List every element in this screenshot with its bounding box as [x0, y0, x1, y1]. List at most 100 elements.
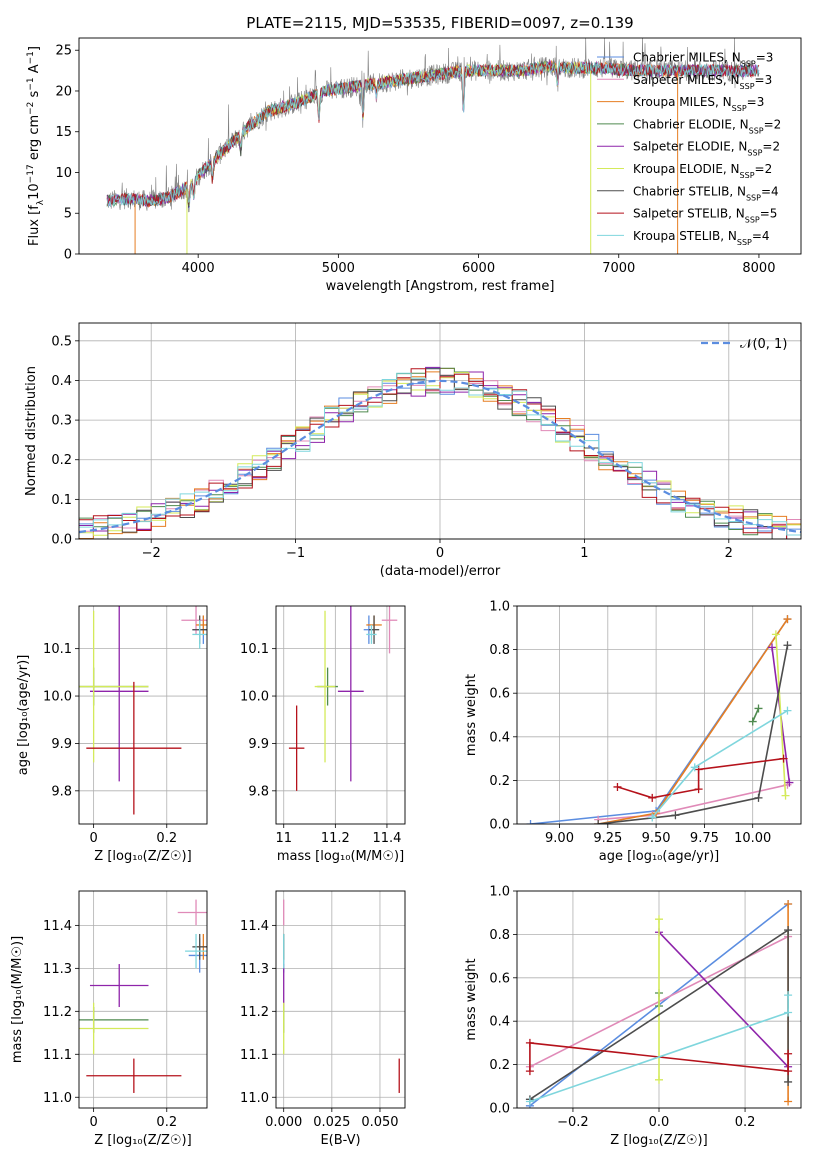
mass-weight-marker — [526, 820, 535, 824]
legend-label: Chabrier MILES, NSSP=3 — [633, 51, 773, 69]
mass-weight-marker — [768, 643, 777, 652]
mass-weight-marker — [655, 1075, 663, 1084]
data-point-kroupa_elodie — [314, 610, 336, 763]
legend-label: Kroupa STELIB, NSSP=4 — [633, 229, 770, 247]
mass-weight-marker — [754, 704, 763, 713]
axes-frame — [78, 37, 802, 255]
mass-weight-marker — [783, 615, 792, 624]
mass-weight-marker — [525, 1038, 534, 1047]
x-axis-label: Z [log₁₀(Z/Z☉)] — [94, 1133, 191, 1148]
axes-frame — [516, 605, 802, 825]
x-axis-label: Z [log₁₀(Z/Z☉)] — [94, 849, 191, 864]
y-tick-label: 11.1 — [240, 1048, 269, 1063]
axes-frame — [78, 890, 208, 1109]
mass-weight-marker — [771, 630, 780, 639]
y-tick-label: 0.2 — [489, 774, 510, 789]
y-tick-label: 1.0 — [489, 600, 510, 615]
mass-weight-line-salpeter_elodie — [658, 931, 789, 1068]
y-tick-label: 9.9 — [51, 737, 72, 752]
y-tick-label: 0.5 — [51, 334, 72, 349]
mass-weight-vs-metallicity-panel: −0.2 0.0 0.2 0.0 0.2 0.4 0.6 0.8 1.0 Z [log₁₀(Z/Z… — [464, 885, 802, 1148]
y-tick-label: 11.2 — [43, 1005, 72, 1020]
residual-histogram-7 — [79, 368, 801, 539]
x-tick-label: 9.75 — [690, 831, 719, 846]
y-tick-label: 9.8 — [51, 784, 72, 799]
y-axis-label: mass weight — [464, 958, 479, 1040]
plot-area — [79, 899, 207, 1093]
y-tick-label: 0.2 — [489, 1058, 510, 1073]
y-tick-label: 0.6 — [489, 971, 510, 986]
legend-label: Salpeter ELODIE, NSSP=2 — [633, 140, 780, 158]
data-point-chabrier_stelib — [192, 933, 207, 960]
y-tick-label: 15 — [55, 125, 72, 140]
x-tick-label: 8000 — [742, 261, 775, 276]
legend-label: Kroupa ELODIE, NSSP=2 — [633, 162, 772, 180]
residual-histogram-4 — [79, 366, 801, 539]
mass-weight-marker — [525, 1067, 534, 1076]
y-tick-label: 11.3 — [240, 962, 269, 977]
plot-area — [526, 615, 794, 824]
mass-weight-line-chabrier_stelib — [598, 645, 789, 824]
y-tick-label: 0.1 — [51, 493, 72, 508]
data-point-salpeter_elodie — [337, 606, 364, 782]
mass-weight-vs-age-panel: 9.00 9.25 9.50 9.75 10.00 0.0 0.2 0.4 0.6 0.8 1.0 a… — [464, 600, 802, 864]
x-tick-label: −0.2 — [557, 1115, 589, 1130]
data-point-chabrier_stelib — [368, 615, 380, 644]
x-tick-label: 9.00 — [545, 831, 574, 846]
y-tick-label: 9.9 — [248, 737, 269, 752]
y-tick-label: 11.0 — [240, 1091, 269, 1106]
data-point-salpeter_miles — [177, 899, 207, 926]
y-tick-label: 0.4 — [51, 374, 72, 389]
mass-weight-marker — [784, 1008, 793, 1017]
mass-vs-metallicity-panel: 0 0.2 11.0 11.1 11.2 11.3 11.4 Z [log₁₀(Z/Z☉)] m… — [10, 890, 208, 1148]
x-tick-label: 6000 — [462, 261, 495, 276]
data-point-kroupa_stelib — [192, 620, 207, 649]
x-tick-label: 0 — [89, 831, 97, 846]
mass-weight-marker — [785, 778, 794, 787]
y-axis-label: mass weight — [464, 674, 479, 756]
x-axis-label: E(B-V) — [320, 1133, 360, 1148]
y-tick-label: 0.4 — [489, 730, 510, 745]
x-tick-label: 9.25 — [593, 831, 622, 846]
x-tick-label: 4000 — [182, 261, 215, 276]
x-tick-label: 0.000 — [265, 1115, 302, 1130]
x-axis-label: wavelength [Angstrom, rest frame] — [326, 279, 555, 294]
figure-title: PLATE=2115, MJD=53535, FIBERID=0097, z=0… — [246, 14, 633, 32]
mass-weight-marker — [690, 763, 699, 772]
data-point-kroupa_stelib — [366, 624, 377, 644]
y-tick-label: 11.3 — [43, 962, 72, 977]
y-axis-label: Flux [fλ10−17 erg cm−2 s−1 A−1] — [26, 46, 46, 246]
data-point-salpeter_stelib — [86, 681, 182, 815]
x-axis-label: mass [log₁₀(M/M☉)] — [277, 849, 404, 864]
x-axis-label: (data-model)/error — [380, 564, 501, 579]
y-tick-label: 11.4 — [43, 919, 72, 934]
mass-weight-marker — [784, 1049, 793, 1058]
y-tick-label: 11.1 — [43, 1048, 72, 1063]
model-spectrum-6 — [106, 60, 760, 208]
x-tick-label: 2 — [725, 546, 733, 561]
mass-weight-marker — [671, 811, 680, 820]
x-tick-label: 7000 — [602, 261, 635, 276]
x-tick-label: 5000 — [322, 261, 355, 276]
y-tick-label: 0.8 — [489, 928, 510, 943]
mass-weight-line-chabrier_elodie — [751, 708, 760, 722]
y-axis-label: mass [log₁₀(M/M☉)] — [10, 936, 25, 1063]
residual-distribution-panel: −2 −1 0 1 2 0.0 0.1 0.2 0.3 0.4 0.5 (data-model)/er… — [24, 322, 802, 579]
mass-weight-marker — [781, 791, 790, 800]
data-point-kroupa_elodie — [79, 610, 149, 763]
x-tick-label: −1 — [286, 546, 305, 561]
y-tick-label: 11.4 — [240, 919, 269, 934]
y-tick-label: 25 — [55, 44, 72, 59]
plot-area — [79, 366, 801, 539]
mass-weight-marker — [784, 991, 793, 1000]
mass-weight-marker — [784, 1077, 793, 1086]
y-tick-label: 10.1 — [43, 642, 72, 657]
mass-weight-marker — [594, 820, 603, 824]
x-tick-label: 0.0 — [649, 1115, 670, 1130]
x-tick-label: −2 — [142, 546, 161, 561]
mass-weight-marker — [754, 793, 763, 802]
legend-label: 𝒩(0, 1) — [740, 337, 787, 352]
x-axis-label: age [log₁₀(age/yr)] — [599, 849, 720, 864]
x-tick-label: 0.025 — [313, 1115, 350, 1130]
